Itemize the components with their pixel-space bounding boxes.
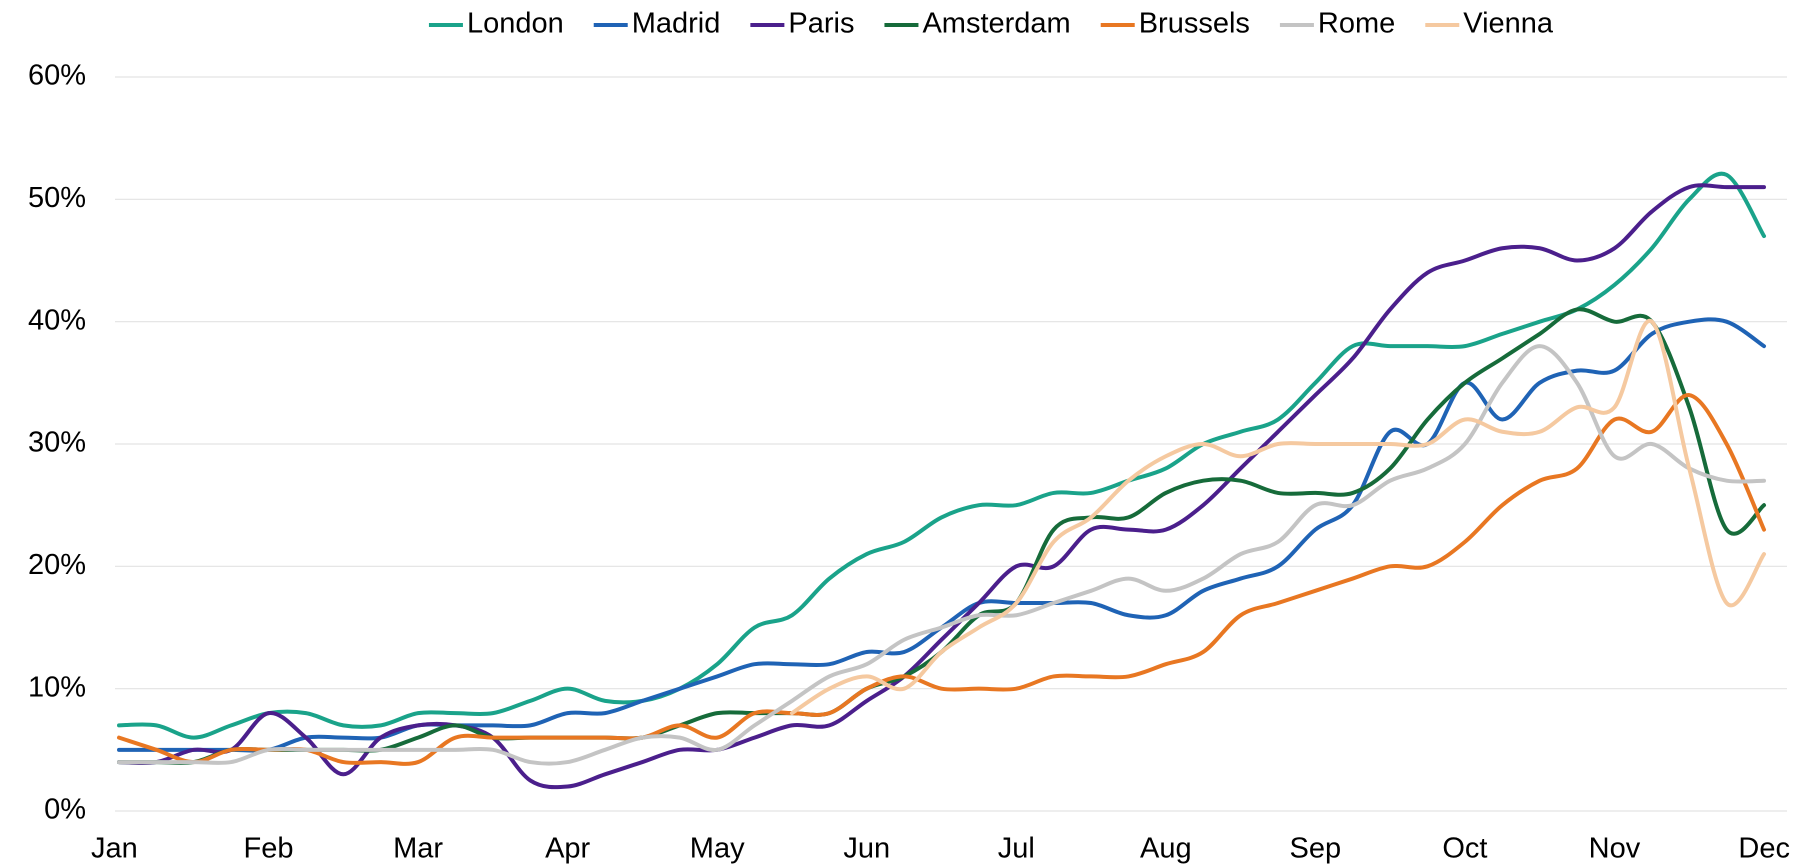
x-tick-label: May: [690, 833, 745, 865]
x-tick-label: Nov: [1589, 833, 1641, 865]
x-tick-label: Jan: [91, 833, 138, 865]
series-line: [117, 183, 1766, 790]
y-tick-label: 20%: [28, 549, 86, 581]
x-tick-label: Sep: [1290, 833, 1342, 865]
x-tick-label: Aug: [1140, 833, 1192, 865]
legend-label: Vienna: [1463, 8, 1554, 40]
legend-label: Rome: [1318, 8, 1395, 40]
legend-item: London: [428, 8, 564, 40]
legend-item: Madrid: [593, 8, 721, 40]
legend-item: Vienna: [1425, 8, 1554, 40]
legend-item: Paris: [750, 8, 854, 40]
x-tick-label: Apr: [545, 833, 590, 865]
y-tick-label: 10%: [28, 671, 86, 703]
series-line: [117, 393, 1766, 766]
series-line: [789, 319, 1766, 716]
x-tick-label: Jun: [843, 833, 890, 865]
legend-item: Amsterdam: [884, 8, 1071, 40]
y-tick-label: 40%: [28, 304, 86, 336]
legend: London Madrid Paris Amsterdam Brussels Rome Vi…: [428, 8, 1554, 40]
y-tick-label: 50%: [28, 182, 86, 214]
legend-label: Paris: [788, 8, 854, 40]
series-line: [117, 344, 1766, 766]
x-tick-label: Oct: [1442, 833, 1487, 865]
legend-item: Rome: [1279, 8, 1395, 40]
series-line: [117, 317, 1766, 753]
legend-label: Madrid: [632, 8, 721, 40]
y-tick-label: 30%: [28, 427, 86, 459]
legend-label: London: [467, 8, 564, 40]
series-line: [117, 171, 1766, 740]
legend-label: Amsterdam: [922, 8, 1070, 40]
x-tick-label: Feb: [244, 833, 294, 865]
x-tick-label: Dec: [1738, 833, 1790, 865]
y-tick-label: 0%: [44, 794, 86, 826]
legend-label: Brussels: [1139, 8, 1250, 40]
legend-item: Brussels: [1100, 8, 1250, 40]
series-line: [117, 307, 1766, 765]
y-tick-label: 60%: [28, 60, 86, 92]
x-tick-label: Mar: [393, 833, 443, 865]
x-tick-label: Jul: [998, 833, 1035, 865]
